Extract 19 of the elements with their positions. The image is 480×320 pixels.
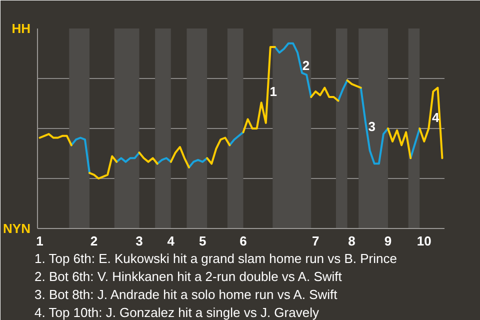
text: 3. Bot 8th: J. Andrade hit a solo home run vs A. Swift: [34, 287, 338, 302]
x-tick-label: 4: [167, 234, 176, 248]
x-tick-label: 6: [240, 234, 247, 248]
x-tick-label: 2: [90, 234, 98, 248]
x-tick-label: 3: [136, 234, 143, 248]
x-tick-label: 7: [312, 234, 320, 248]
text: 1. Top 6th: E. Kukowski hit a grand slam home run vs B. Prince: [34, 251, 397, 266]
text: 2. Bot 6th: V. Hinkkanen hit a 2-run double vs A. Swift: [34, 269, 342, 284]
annotation: 3: [368, 119, 376, 134]
annotation: 2: [302, 58, 310, 74]
text: NYN: [3, 221, 31, 236]
x-tick-label: 1: [36, 234, 44, 248]
x-tick-label: 8: [348, 234, 356, 248]
text: 4. Top 10th: J. Gonzalez hit a single vs J. Gravely: [34, 305, 320, 320]
text: HH: [12, 21, 31, 36]
x-tick-label: 5: [198, 234, 206, 248]
annotation: 1: [270, 84, 277, 99]
x-tick-label: 10: [416, 234, 432, 248]
x-tick-label: 9: [384, 234, 392, 248]
